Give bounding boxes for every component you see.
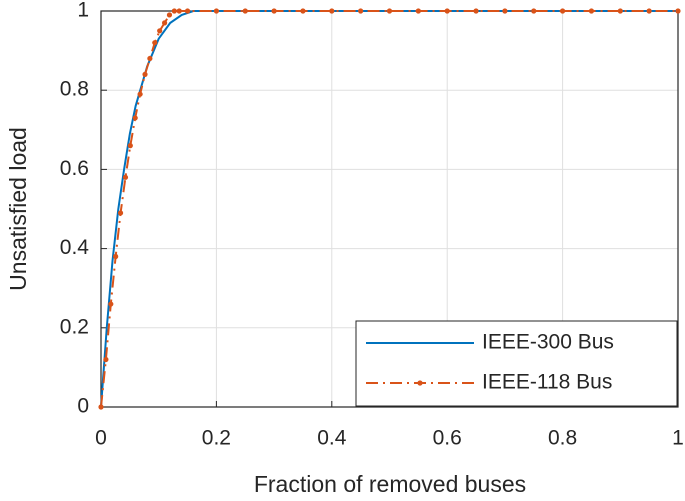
series-marker <box>300 8 306 14</box>
x-tick-label: 0.8 <box>548 427 577 450</box>
series-marker <box>444 8 450 14</box>
y-tick-label: 0.2 <box>60 315 89 338</box>
series-marker <box>117 210 124 216</box>
series-marker <box>137 91 143 97</box>
x-tick-label: 0.4 <box>317 427 347 450</box>
series-marker <box>271 8 277 14</box>
y-tick-label: 0.4 <box>60 236 90 259</box>
x-axis-label: Fraction of removed buses <box>254 471 526 497</box>
series-marker <box>473 8 479 14</box>
series-marker <box>531 8 537 14</box>
series-marker <box>242 8 248 14</box>
series-marker <box>157 28 163 34</box>
series-marker <box>132 115 138 121</box>
series-marker <box>560 8 566 14</box>
series-marker <box>161 20 168 26</box>
series-marker <box>142 71 148 77</box>
x-tick-label: 0.6 <box>433 427 462 450</box>
series-marker <box>113 253 119 260</box>
series-marker <box>152 40 158 46</box>
series-marker <box>213 8 219 14</box>
series-marker <box>329 8 335 14</box>
y-tick-label: 0.6 <box>60 157 89 180</box>
x-tick-label: 1 <box>672 427 684 450</box>
x-tick-label: 0 <box>95 427 107 450</box>
series-line <box>100 10 678 408</box>
series-marker <box>122 174 129 180</box>
series-marker <box>147 55 153 62</box>
x-tick-label: 0.2 <box>202 427 231 450</box>
series-marker <box>675 8 681 14</box>
series-marker <box>646 8 652 14</box>
series-marker <box>108 301 114 307</box>
series-marker <box>127 143 133 149</box>
y-tick-label: 0 <box>77 395 89 418</box>
series-marker <box>617 8 623 14</box>
series-marker <box>415 8 421 14</box>
legend-label: IEEE-118 Bus <box>482 371 612 394</box>
y-axis-label: Unsatisfied load <box>5 127 31 291</box>
series-marker <box>171 8 177 14</box>
legend-box <box>355 320 678 407</box>
series-marker <box>358 8 364 14</box>
series-marker <box>98 404 104 410</box>
y-tick-label: 0.8 <box>60 78 89 101</box>
y-tick-label: 1 <box>77 0 89 22</box>
series-marker <box>588 8 595 14</box>
legend-label: IEEE-300 Bus <box>482 331 614 354</box>
series-marker <box>386 8 393 14</box>
series-marker <box>166 12 173 18</box>
series-marker <box>184 8 191 14</box>
series-marker <box>103 356 109 363</box>
legend-marker <box>417 380 423 386</box>
series-marker <box>176 8 182 14</box>
series-marker <box>502 8 508 14</box>
